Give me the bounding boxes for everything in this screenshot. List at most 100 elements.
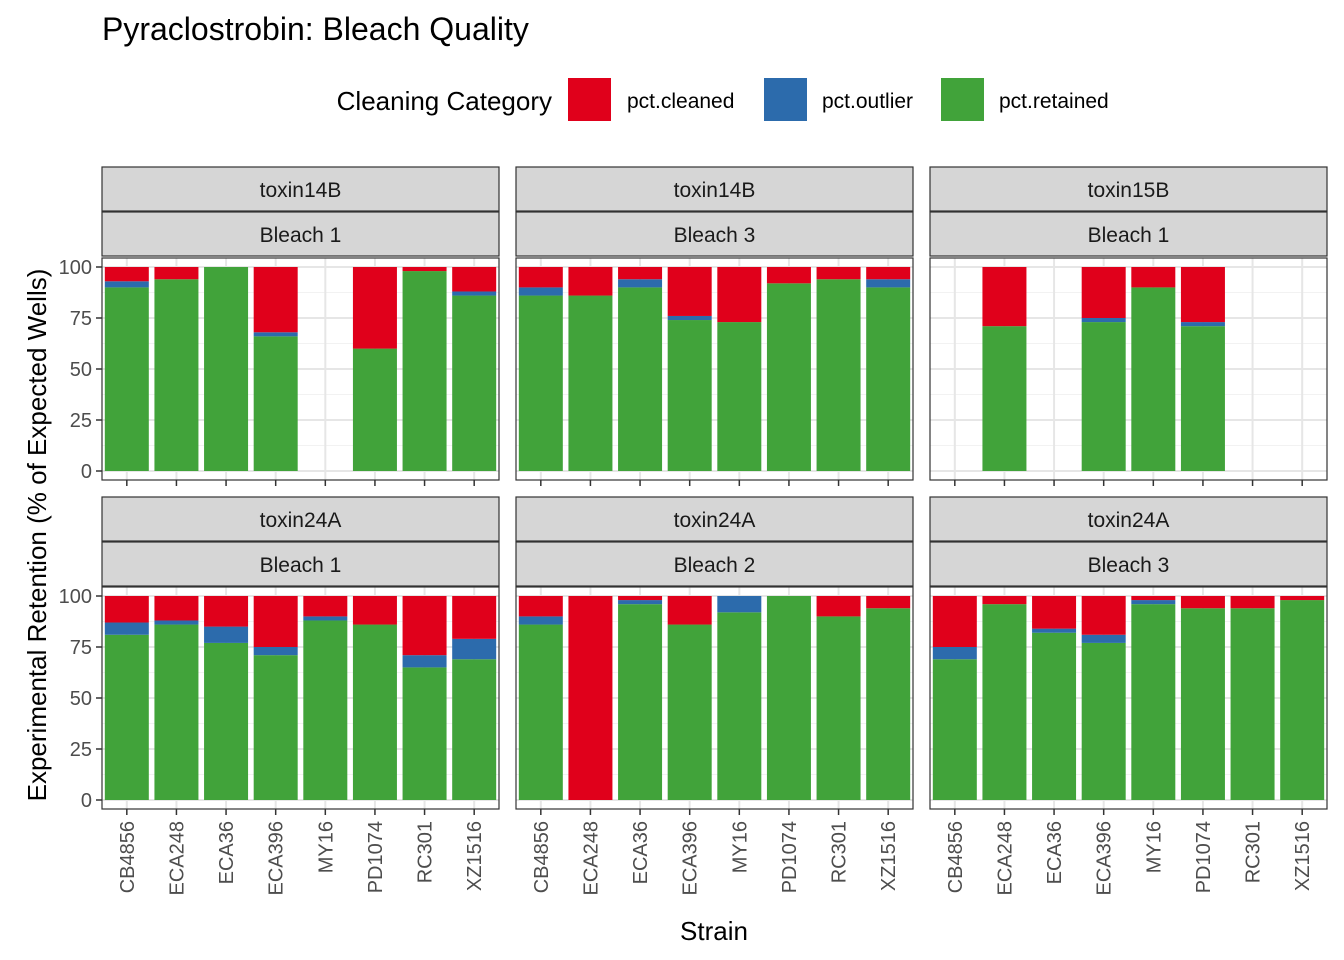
bar-pd1074-retained [766, 596, 811, 800]
bar-eca36-cleaned [1032, 596, 1077, 629]
bar-eca396-retained [253, 336, 298, 471]
bar-eca396-retained [1081, 642, 1126, 800]
x-tick-label-cb4856: CB4856 [531, 821, 553, 893]
bar-cb4856-outlier [932, 647, 977, 660]
bar-xz1516-retained [452, 295, 497, 471]
bar-eca248-cleaned [982, 267, 1027, 327]
x-tick-label-xz1516: XZ1516 [464, 821, 486, 891]
x-tick-label-pd1074: PD1074 [779, 821, 801, 893]
bar-eca248-cleaned [568, 267, 613, 296]
y-tick-label: 0 [81, 790, 92, 812]
bar-my16-retained [717, 612, 762, 800]
strip-bleach-label: Bleach 2 [674, 554, 756, 577]
bar-my16-cleaned [1131, 267, 1176, 288]
panel-1: toxin14B Bleach 1 0 25 50 75 100 [59, 166, 500, 486]
bar-xz1516-retained [1280, 600, 1325, 800]
bar-rc301-cleaned [816, 596, 861, 617]
bar-pd1074-cleaned [352, 596, 397, 625]
bar-eca396-outlier [253, 647, 298, 656]
bar-my16-cleaned [717, 267, 762, 323]
legend-swatch-outlier [764, 78, 807, 121]
bar-cb4856-retained [518, 624, 563, 800]
bar-eca396-cleaned [667, 267, 712, 316]
strip-toxin [515, 166, 914, 212]
bar-cb4856-cleaned [104, 267, 149, 282]
panel-border [515, 257, 914, 481]
x-tick-label-pd1074: PD1074 [1193, 821, 1215, 893]
x-tick-label-eca248: ECA248 [166, 821, 188, 896]
bar-eca396-outlier [667, 315, 712, 321]
bar-rc301-cleaned [402, 596, 447, 656]
panel-4: toxin24A Bleach 1 0 25 50 75 100 CB4856 ECA248 EC… [59, 496, 500, 896]
x-tick-label-eca396: ECA396 [680, 821, 702, 896]
bar-eca248-retained [982, 326, 1027, 471]
x-tick-label-eca36: ECA36 [1044, 821, 1066, 884]
bar-pd1074-cleaned [766, 267, 811, 284]
bar-eca36-outlier [1032, 628, 1077, 633]
bar-xz1516-outlier [452, 638, 497, 660]
y-tick-label: 25 [70, 739, 92, 761]
strip-toxin-label: toxin24A [674, 509, 756, 532]
bar-eca396-cleaned [253, 267, 298, 333]
bar-xz1516-cleaned [452, 267, 497, 292]
panel-3: toxin15B Bleach 1 [929, 166, 1328, 486]
bar-eca396-outlier [1081, 634, 1126, 643]
x-tick-label-eca36: ECA36 [216, 821, 238, 884]
y-tick-label: 0 [81, 461, 92, 483]
bar-my16-retained [1131, 287, 1176, 471]
bar-pd1074-cleaned [1180, 596, 1225, 609]
strip-bleach-label: Bleach 1 [1088, 224, 1170, 247]
bar-pd1074-retained [352, 348, 397, 471]
bar-eca396-retained [1081, 322, 1126, 471]
bar-xz1516-outlier [866, 279, 911, 288]
strip-bleach [515, 541, 914, 587]
strip-toxin [515, 496, 914, 542]
bar-cb4856-retained [104, 634, 149, 800]
bar-eca36-retained [618, 604, 663, 800]
y-tick-label: 100 [59, 257, 92, 279]
bar-cb4856-outlier [518, 287, 563, 296]
strip-bleach [101, 541, 500, 587]
bar-eca396-retained [667, 624, 712, 800]
bar-eca396-retained [253, 655, 298, 800]
strip-toxin-label: toxin24A [260, 509, 342, 532]
legend-label-retained: pct.retained [999, 90, 1109, 113]
bar-rc301-retained [816, 279, 861, 471]
bar-eca36-retained [204, 642, 249, 800]
legend: Cleaning Category pct.cleaned pct.outlier… [337, 78, 1109, 121]
bar-cb4856-retained [518, 295, 563, 471]
bar-my16-cleaned [303, 596, 348, 617]
bar-rc301-retained [1230, 608, 1275, 800]
bar-eca36-retained [618, 287, 663, 471]
bar-pd1074-retained [352, 624, 397, 800]
strip-bleach-label: Bleach 3 [674, 224, 756, 247]
x-tick-label-my16: MY16 [315, 821, 337, 873]
strip-toxin-label: toxin24A [1088, 509, 1170, 532]
legend-swatch-cleaned [568, 78, 611, 121]
bar-eca36-retained [1032, 632, 1077, 800]
x-axis-label: Strain [680, 916, 748, 946]
bar-rc301-outlier [402, 655, 447, 668]
strip-toxin [929, 496, 1328, 542]
strip-toxin [101, 496, 500, 542]
bar-pd1074-retained [766, 283, 811, 471]
x-tick-label-rc301: RC301 [415, 821, 437, 883]
bar-eca36-cleaned [618, 267, 663, 280]
y-tick-label: 50 [70, 359, 92, 381]
bar-eca36-outlier [204, 626, 249, 643]
x-tick-label-cb4856: CB4856 [945, 821, 967, 893]
bar-eca36-outlier [618, 600, 663, 605]
y-tick-label: 25 [70, 410, 92, 432]
bar-eca248-cleaned [154, 596, 199, 621]
x-tick-label-eca396: ECA396 [266, 821, 288, 896]
panel-2: toxin14B Bleach 3 [515, 166, 914, 486]
bar-eca396-cleaned [253, 596, 298, 647]
bar-cb4856-cleaned [518, 596, 563, 617]
bar-xz1516-cleaned [866, 267, 911, 280]
strip-toxin [101, 166, 500, 212]
panel-border [929, 257, 1328, 481]
y-tick-label: 75 [70, 637, 92, 659]
bar-eca396-cleaned [1081, 267, 1126, 318]
y-tick-label: 100 [59, 586, 92, 608]
